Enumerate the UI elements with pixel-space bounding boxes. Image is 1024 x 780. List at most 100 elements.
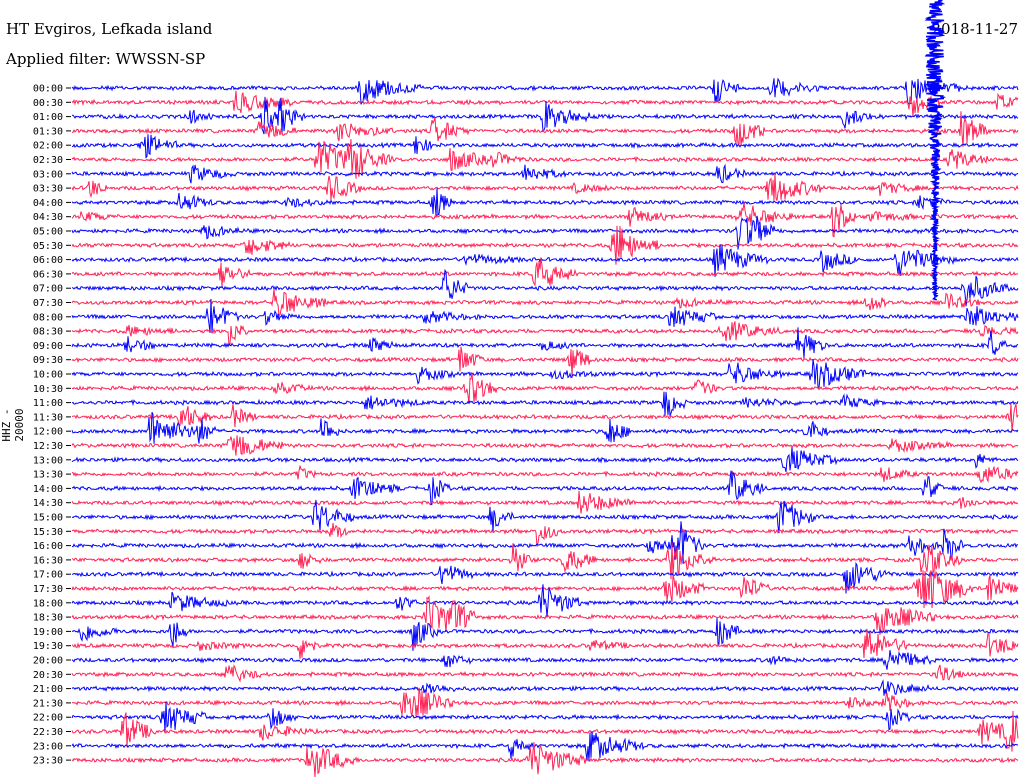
row-label: 09:00	[33, 341, 63, 352]
trace-line	[71, 628, 1019, 659]
trace-line	[71, 470, 1019, 506]
trace-line	[71, 701, 1019, 733]
trace-line	[71, 594, 1019, 635]
row-label: 06:00	[33, 255, 63, 266]
row-label: 12:00	[33, 427, 63, 438]
row-label: 17:30	[33, 584, 63, 595]
row-label: 08:00	[33, 312, 63, 323]
trace-line	[71, 687, 1019, 717]
row-label: 07:00	[33, 284, 63, 295]
row-label: 02:30	[33, 155, 63, 166]
row-label: 07:30	[33, 298, 63, 309]
row-label: 20:00	[33, 656, 63, 667]
trace-line	[71, 288, 1019, 317]
row-label: 12:30	[33, 441, 63, 452]
trace-line	[71, 202, 1019, 238]
row-label: 16:00	[33, 541, 63, 552]
row-label: 21:00	[33, 684, 63, 695]
filter-label: Applied filter: WWSSN-SP	[6, 50, 206, 68]
trace-line	[71, 372, 1019, 404]
large-event-trace	[924, 0, 947, 301]
trace-line	[71, 742, 1019, 778]
trace-line	[71, 257, 1019, 288]
row-label: 15:30	[33, 527, 63, 538]
row-label: 16:30	[33, 555, 63, 566]
row-label: 20:30	[33, 670, 63, 681]
row-label: 04:30	[33, 212, 63, 223]
row-label: 14:30	[33, 498, 63, 509]
row-label: 01:30	[33, 126, 63, 137]
row-label: 19:00	[33, 627, 63, 638]
trace-line	[71, 618, 1019, 651]
trace-line	[71, 403, 1019, 432]
trace-line	[71, 77, 1019, 106]
trace-line	[71, 391, 1019, 418]
row-label: 00:30	[33, 98, 63, 109]
trace-line	[71, 731, 1019, 762]
row-label: 03:30	[33, 184, 63, 195]
trace-line	[71, 215, 1019, 250]
row-label: 18:00	[33, 598, 63, 609]
trace-line	[71, 139, 1019, 179]
row-label: 18:30	[33, 613, 63, 624]
trace-line	[71, 521, 1019, 564]
row-label: 14:00	[33, 484, 63, 495]
trace-line	[71, 570, 1019, 609]
row-label: 21:30	[33, 698, 63, 709]
date-label: 2018-11-27	[931, 20, 1018, 38]
row-label: 08:30	[33, 327, 63, 338]
row-label: 13:00	[33, 455, 63, 466]
trace-line	[71, 163, 1019, 184]
row-label: 11:30	[33, 412, 63, 423]
trace-line	[71, 268, 1019, 307]
row-label: 17:00	[33, 570, 63, 581]
trace-line	[71, 679, 1019, 696]
trace-line	[71, 134, 1019, 159]
trace-line	[71, 522, 1019, 547]
trace-line	[72, 465, 1019, 484]
trace-line	[71, 90, 1019, 117]
row-label: 06:30	[33, 269, 63, 280]
row-label: 02:00	[33, 141, 63, 152]
trace-line	[71, 346, 1019, 379]
trace-line	[71, 298, 1019, 334]
row-label: 22:30	[33, 727, 63, 738]
row-label: 05:30	[33, 241, 63, 252]
trace-line	[71, 111, 1019, 147]
trace-line	[71, 173, 1019, 201]
row-label: 10:00	[33, 370, 63, 381]
trace-line	[71, 499, 1019, 534]
trace-line	[71, 358, 1019, 389]
trace-line	[71, 542, 1019, 580]
trace-line	[71, 561, 1019, 594]
trace-line	[71, 650, 1019, 670]
trace-line	[71, 435, 1019, 456]
trace-line	[71, 225, 1019, 265]
trace-line	[71, 412, 1019, 444]
row-label: 01:00	[33, 112, 63, 123]
trace-line	[71, 321, 1019, 347]
trace-line	[71, 490, 1019, 514]
row-label: 03:00	[33, 169, 63, 180]
trace-line	[71, 664, 1019, 683]
row-label: 04:00	[33, 198, 63, 209]
row-label: 00:00	[33, 84, 63, 95]
trace-line	[71, 446, 1019, 473]
trace-line	[71, 584, 1019, 617]
row-label: 10:30	[33, 384, 63, 395]
row-label: 13:30	[33, 470, 63, 481]
trace-line	[71, 244, 1019, 277]
row-label: 05:00	[33, 227, 63, 238]
row-label: 11:00	[33, 398, 63, 409]
trace-line	[71, 188, 1019, 216]
row-label: 23:30	[33, 756, 63, 767]
row-label: 23:00	[33, 741, 63, 752]
trace-line	[71, 710, 1019, 752]
row-label: 09:30	[33, 355, 63, 366]
trace-line	[72, 96, 1019, 135]
row-label: 19:30	[33, 641, 63, 652]
row-label: 22:00	[33, 713, 63, 724]
trace-line	[71, 327, 1019, 359]
station-title: HT Evgiros, Lefkada island	[6, 20, 213, 38]
